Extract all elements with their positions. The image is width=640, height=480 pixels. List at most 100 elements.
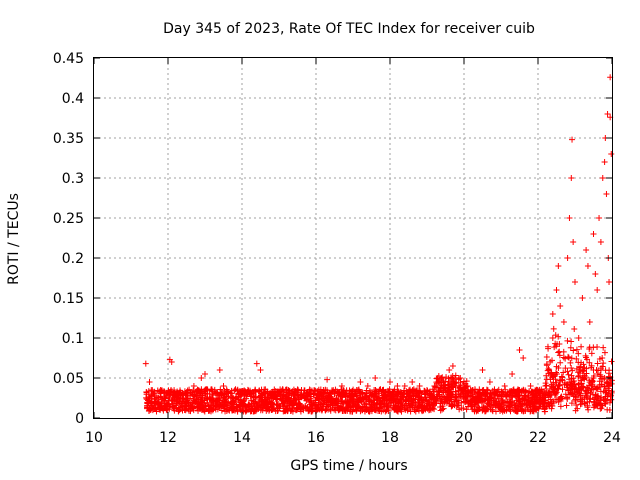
data-point [387,379,393,385]
data-point [597,239,604,245]
data-point [471,386,478,393]
data-point [498,400,505,407]
data-point [463,406,470,413]
data-point [159,399,166,406]
data-point [587,395,594,402]
data-point [541,408,548,415]
data-point [170,389,177,396]
data-point [216,403,223,410]
data-point [300,392,307,399]
data-point [376,407,383,414]
data-point [574,405,581,412]
data-point [284,396,291,403]
data-point [509,371,516,377]
data-point [224,388,231,395]
data-point [251,400,258,407]
data-point [502,386,509,393]
data-point [518,407,525,414]
data-point [147,400,154,407]
data-point [313,391,320,398]
data-point [567,380,574,387]
data-point [428,391,435,398]
data-point [245,402,252,409]
data-point [148,396,155,403]
data-point [532,387,539,394]
data-point [249,405,256,412]
data-point [411,399,418,406]
data-point [444,397,451,404]
plot-frame [93,57,613,419]
data-point [541,389,548,396]
data-point [188,403,195,410]
data-point [205,407,212,414]
y-tick-label: 0.35 [53,131,84,147]
data-point [482,396,489,403]
data-point [489,408,496,415]
data-point [359,407,366,414]
data-point [564,394,571,401]
data-point [565,354,572,361]
data-point [594,360,601,367]
data-point [464,389,471,396]
data-point [600,344,607,351]
data-point [562,365,569,372]
data-point [236,388,243,395]
data-point [293,406,300,413]
data-point [506,406,513,413]
data-point [552,390,559,397]
data-point [601,159,608,165]
data-point [575,372,582,379]
x-tick-label: 22 [529,430,547,446]
data-point [342,400,349,407]
data-point [533,387,540,394]
data-point [407,402,414,409]
data-point [401,383,408,389]
data-point [594,287,601,293]
data-point [524,394,531,401]
data-point [437,396,444,403]
data-point [389,388,396,395]
data-point [455,375,462,382]
data-point [602,400,609,407]
data-point [173,398,180,405]
data-point [291,392,298,399]
data-point [548,383,555,390]
data-point [550,373,557,380]
data-point [484,399,491,406]
data-point [256,387,263,394]
data-point [151,399,158,406]
data-point [184,400,191,407]
data-point [597,371,604,378]
data-point [464,392,471,399]
data-point [324,387,331,394]
data-point [568,338,575,345]
data-point [163,403,170,410]
data-point [449,383,456,390]
data-point [331,404,338,411]
data-point [432,383,439,390]
data-point [250,390,257,397]
data-point [316,406,323,413]
data-point [175,406,182,413]
data-point [379,397,386,404]
data-point [577,370,584,377]
data-point [192,388,199,395]
data-point [372,389,379,396]
axis-ticks: 10 12 14 16 18 20 22 24 0 0.05 0.1 0.15 0.2 0.25 0.3 0.… [53,51,621,446]
data-point [214,396,221,403]
data-point [596,381,603,388]
data-point [424,388,431,395]
data-point [570,239,577,245]
data-point [599,355,606,362]
data-point [604,397,611,404]
data-point [469,391,476,398]
data-point [160,407,167,414]
y-tick-label: 0.2 [62,251,84,267]
data-point [309,402,316,409]
y-tick-label: 0.15 [53,291,84,307]
data-point [298,394,305,401]
data-point [592,403,599,410]
data-point [482,408,489,415]
data-point [259,407,266,414]
